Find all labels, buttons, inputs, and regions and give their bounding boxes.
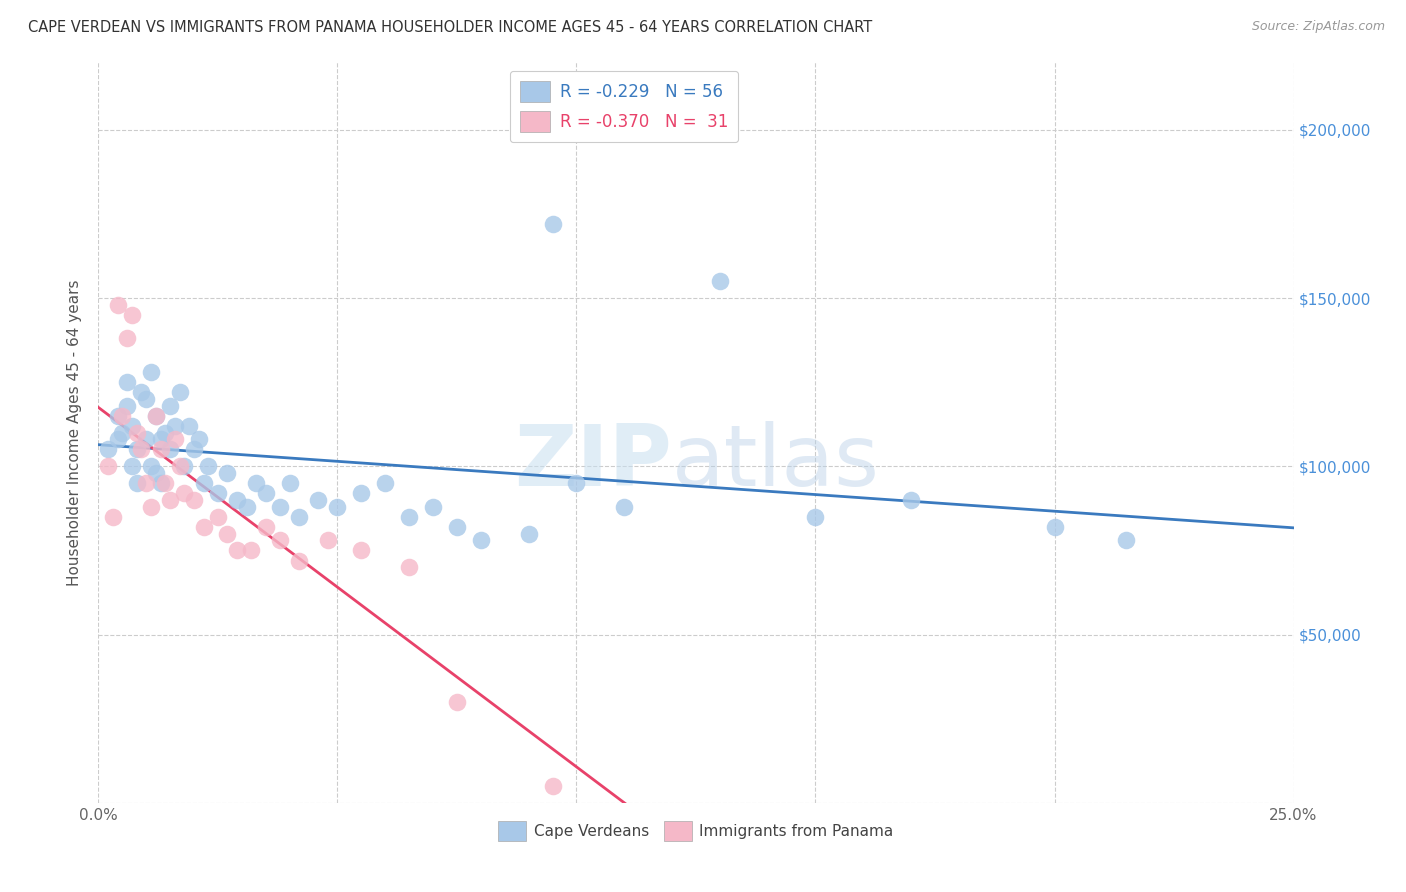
Point — [97, 442, 120, 457]
Point — [326, 500, 349, 514]
Point — [139, 459, 162, 474]
Point — [97, 459, 120, 474]
Point — [217, 466, 239, 480]
Point — [163, 433, 186, 447]
Point — [446, 695, 468, 709]
Point — [173, 486, 195, 500]
Point — [115, 399, 138, 413]
Point — [398, 509, 420, 524]
Point — [125, 425, 148, 440]
Point — [398, 560, 420, 574]
Point — [173, 459, 195, 474]
Point — [121, 308, 143, 322]
Point — [804, 509, 827, 524]
Point — [207, 486, 229, 500]
Text: ZIP: ZIP — [515, 421, 672, 504]
Point — [183, 492, 205, 507]
Point — [226, 492, 249, 507]
Point — [193, 476, 215, 491]
Point — [131, 385, 153, 400]
Point — [107, 433, 129, 447]
Point — [159, 442, 181, 457]
Point — [288, 553, 311, 567]
Point — [350, 543, 373, 558]
Y-axis label: Householder Income Ages 45 - 64 years: Householder Income Ages 45 - 64 years — [67, 279, 83, 586]
Point — [350, 486, 373, 500]
Point — [1043, 520, 1066, 534]
Point — [155, 476, 177, 491]
Point — [269, 500, 291, 514]
Point — [139, 365, 162, 379]
Point — [107, 409, 129, 423]
Point — [131, 442, 153, 457]
Point — [159, 399, 181, 413]
Text: atlas: atlas — [672, 421, 880, 504]
Point — [179, 418, 201, 433]
Point — [235, 500, 257, 514]
Point — [107, 298, 129, 312]
Point — [121, 459, 143, 474]
Point — [145, 466, 167, 480]
Point — [307, 492, 329, 507]
Point — [288, 509, 311, 524]
Point — [149, 442, 172, 457]
Point — [149, 476, 172, 491]
Point — [145, 409, 167, 423]
Point — [115, 375, 138, 389]
Point — [183, 442, 205, 457]
Point — [541, 779, 564, 793]
Point — [193, 520, 215, 534]
Point — [149, 433, 172, 447]
Point — [111, 425, 134, 440]
Point — [269, 533, 291, 548]
Text: CAPE VERDEAN VS IMMIGRANTS FROM PANAMA HOUSEHOLDER INCOME AGES 45 - 64 YEARS COR: CAPE VERDEAN VS IMMIGRANTS FROM PANAMA H… — [28, 20, 872, 35]
Point — [187, 433, 209, 447]
Point — [240, 543, 263, 558]
Point — [145, 409, 167, 423]
Point — [316, 533, 339, 548]
Point — [125, 476, 148, 491]
Point — [163, 418, 186, 433]
Point — [254, 520, 277, 534]
Point — [245, 476, 267, 491]
Point — [121, 418, 143, 433]
Point — [470, 533, 492, 548]
Point — [155, 425, 177, 440]
Point — [446, 520, 468, 534]
Point — [565, 476, 588, 491]
Legend: Cape Verdeans, Immigrants from Panama: Cape Verdeans, Immigrants from Panama — [492, 815, 900, 847]
Point — [1115, 533, 1137, 548]
Point — [197, 459, 219, 474]
Point — [135, 392, 157, 406]
Point — [900, 492, 922, 507]
Point — [169, 459, 191, 474]
Point — [115, 331, 138, 345]
Point — [139, 500, 162, 514]
Point — [613, 500, 636, 514]
Point — [125, 442, 148, 457]
Point — [217, 526, 239, 541]
Point — [207, 509, 229, 524]
Point — [517, 526, 540, 541]
Point — [374, 476, 396, 491]
Point — [159, 492, 181, 507]
Point — [111, 409, 134, 423]
Point — [169, 385, 191, 400]
Point — [709, 274, 731, 288]
Point — [422, 500, 444, 514]
Point — [278, 476, 301, 491]
Point — [135, 476, 157, 491]
Point — [135, 433, 157, 447]
Point — [101, 509, 124, 524]
Point — [541, 217, 564, 231]
Point — [254, 486, 277, 500]
Point — [226, 543, 249, 558]
Text: Source: ZipAtlas.com: Source: ZipAtlas.com — [1251, 20, 1385, 33]
